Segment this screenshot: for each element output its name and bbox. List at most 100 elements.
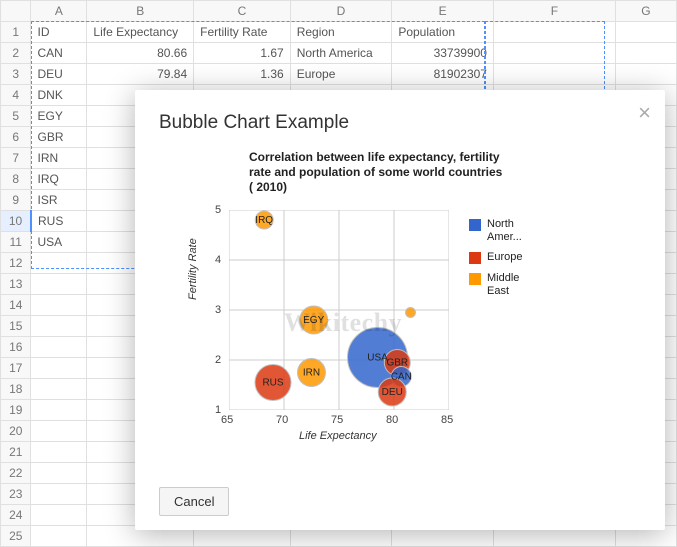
chart-title: Correlation between life expectancy, fer… bbox=[249, 150, 509, 195]
cell[interactable]: Population bbox=[392, 22, 494, 43]
row-header[interactable]: 14 bbox=[1, 295, 31, 316]
legend-swatch bbox=[469, 273, 481, 285]
row-header[interactable]: 4 bbox=[1, 85, 31, 106]
cell[interactable] bbox=[493, 43, 615, 64]
cell[interactable]: DNK bbox=[31, 85, 87, 106]
cell[interactable]: ISR bbox=[31, 190, 87, 211]
dialog-title: Bubble Chart Example bbox=[159, 112, 641, 134]
cell[interactable] bbox=[493, 22, 615, 43]
row-header[interactable]: 7 bbox=[1, 148, 31, 169]
x-tick-label: 65 bbox=[221, 414, 233, 426]
cell[interactable]: Europe bbox=[290, 64, 392, 85]
x-tick-label: 75 bbox=[331, 414, 343, 426]
close-icon[interactable]: × bbox=[638, 100, 651, 126]
cell[interactable]: DEU bbox=[31, 64, 87, 85]
cell[interactable]: Region bbox=[290, 22, 392, 43]
cell[interactable]: ID bbox=[31, 22, 87, 43]
col-header[interactable]: G bbox=[615, 1, 676, 22]
row-header[interactable]: 23 bbox=[1, 484, 31, 505]
cell[interactable] bbox=[615, 64, 676, 85]
row-header[interactable]: 1 bbox=[1, 22, 31, 43]
row-header[interactable]: 5 bbox=[1, 106, 31, 127]
chart-bubble[interactable] bbox=[406, 308, 416, 318]
col-header-row: A B C D E F G bbox=[1, 1, 677, 22]
x-tick-label: 85 bbox=[441, 414, 453, 426]
col-header[interactable]: F bbox=[493, 1, 615, 22]
bubble-label: CAN bbox=[391, 372, 412, 383]
x-axis-label: Life Expectancy bbox=[299, 430, 377, 442]
row-header[interactable]: 6 bbox=[1, 127, 31, 148]
col-header[interactable]: A bbox=[31, 1, 87, 22]
bubble-label: RUS bbox=[262, 378, 283, 389]
legend-item[interactable]: Europe bbox=[469, 251, 534, 264]
cell[interactable]: IRQ bbox=[31, 169, 87, 190]
cell[interactable] bbox=[615, 22, 676, 43]
row-header[interactable]: 11 bbox=[1, 232, 31, 253]
x-tick-label: 80 bbox=[386, 414, 398, 426]
x-tick-label: 70 bbox=[276, 414, 288, 426]
bubble-label: IRN bbox=[303, 368, 320, 379]
cell[interactable]: 1.36 bbox=[194, 64, 291, 85]
chart-plot-area: USAGBRCANDEURUSIRNEGYIRQ bbox=[229, 210, 449, 410]
y-axis-label: Fertility Rate bbox=[187, 238, 199, 300]
col-header[interactable]: E bbox=[392, 1, 494, 22]
row-header[interactable]: 3 bbox=[1, 64, 31, 85]
cell[interactable]: CAN bbox=[31, 43, 87, 64]
corner-cell[interactable] bbox=[1, 1, 31, 22]
col-header[interactable]: B bbox=[87, 1, 194, 22]
row-header[interactable]: 24 bbox=[1, 505, 31, 526]
y-tick-label: 2 bbox=[215, 354, 221, 366]
legend-item[interactable]: North Amer... bbox=[469, 218, 534, 243]
col-header[interactable]: D bbox=[290, 1, 392, 22]
cancel-button[interactable]: Cancel bbox=[159, 487, 229, 516]
cell[interactable] bbox=[615, 43, 676, 64]
chart-dialog: × Bubble Chart Example Correlation betwe… bbox=[135, 90, 665, 530]
bubble-label: EGY bbox=[303, 315, 324, 326]
col-header[interactable]: C bbox=[194, 1, 291, 22]
legend-item[interactable]: Middle East bbox=[469, 272, 534, 297]
y-tick-label: 5 bbox=[215, 204, 221, 216]
bubble-chart: Correlation between life expectancy, fer… bbox=[169, 150, 649, 470]
row-header[interactable]: 16 bbox=[1, 337, 31, 358]
row-header[interactable]: 17 bbox=[1, 358, 31, 379]
row-header[interactable]: 9 bbox=[1, 190, 31, 211]
row-header[interactable]: 21 bbox=[1, 442, 31, 463]
row-header[interactable]: 8 bbox=[1, 169, 31, 190]
row-header[interactable]: 19 bbox=[1, 400, 31, 421]
y-tick-label: 3 bbox=[215, 304, 221, 316]
legend-swatch bbox=[469, 219, 481, 231]
row-header[interactable]: 2 bbox=[1, 43, 31, 64]
row-header[interactable]: 10 bbox=[1, 211, 31, 232]
cell[interactable]: 79.84 bbox=[87, 64, 194, 85]
row-header[interactable]: 20 bbox=[1, 421, 31, 442]
cell[interactable]: 81902307 bbox=[392, 64, 494, 85]
cell[interactable]: 1.67 bbox=[194, 43, 291, 64]
cell[interactable]: 80.66 bbox=[87, 43, 194, 64]
y-tick-label: 4 bbox=[215, 254, 221, 266]
bubble-label: DEU bbox=[382, 387, 403, 398]
legend-label: Middle East bbox=[487, 272, 534, 297]
chart-legend: North Amer... Europe Middle East bbox=[469, 218, 534, 306]
cell[interactable]: EGY bbox=[31, 106, 87, 127]
bubble-label: IRQ bbox=[255, 215, 273, 226]
legend-label: North Amer... bbox=[487, 218, 534, 243]
row-header[interactable]: 18 bbox=[1, 379, 31, 400]
cell[interactable]: Life Expectancy bbox=[87, 22, 194, 43]
cell[interactable]: GBR bbox=[31, 127, 87, 148]
cell[interactable] bbox=[493, 64, 615, 85]
cell[interactable]: North America bbox=[290, 43, 392, 64]
cell[interactable]: 33739900 bbox=[392, 43, 494, 64]
row-header[interactable]: 12 bbox=[1, 253, 31, 274]
row-header[interactable]: 13 bbox=[1, 274, 31, 295]
cell[interactable]: USA bbox=[31, 232, 87, 253]
cell[interactable]: Fertility Rate bbox=[194, 22, 291, 43]
cell[interactable]: IRN bbox=[31, 148, 87, 169]
row-header[interactable]: 25 bbox=[1, 526, 31, 547]
legend-swatch bbox=[469, 252, 481, 264]
row-header[interactable]: 22 bbox=[1, 463, 31, 484]
y-tick-label: 1 bbox=[215, 404, 221, 416]
cell[interactable]: RUS bbox=[31, 211, 87, 232]
legend-label: Europe bbox=[487, 251, 522, 264]
row-header[interactable]: 15 bbox=[1, 316, 31, 337]
bubble-label: USA bbox=[367, 353, 388, 364]
